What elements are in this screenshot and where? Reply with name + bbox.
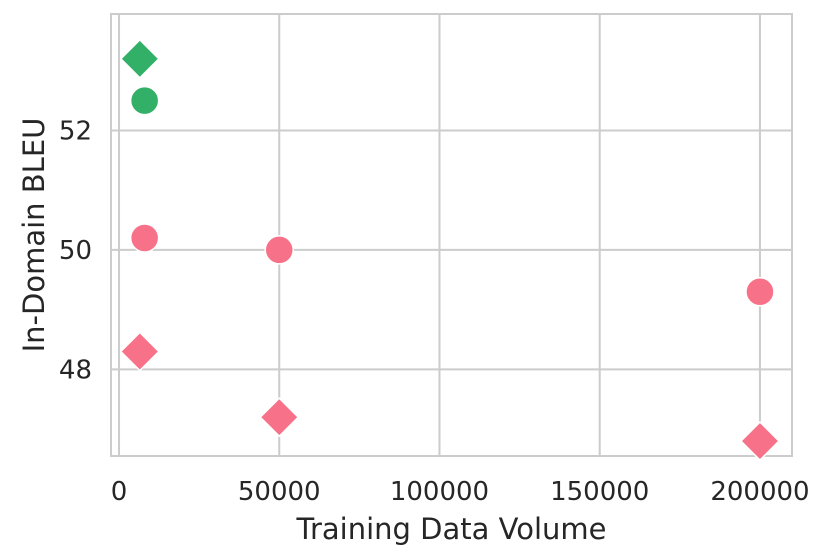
circle-marker xyxy=(129,223,160,253)
x-tick-label: 100000 xyxy=(390,477,489,507)
tick-labels: 0 50000 100000 150000 200000 48 50 52 xyxy=(59,116,810,507)
x-axis-label: Training Data Volume xyxy=(296,512,607,546)
data-points xyxy=(119,38,781,462)
diamond-marker xyxy=(119,331,160,372)
x-tick-label: 50000 xyxy=(238,477,321,507)
diamond-marker xyxy=(259,397,300,438)
x-tick-label: 150000 xyxy=(550,477,649,507)
grid-layer xyxy=(111,14,792,456)
circle-marker xyxy=(745,276,775,307)
plot-frame xyxy=(110,13,793,457)
y-tick-label: 52 xyxy=(59,116,92,146)
circle-marker xyxy=(129,85,160,116)
y-tick-label: 48 xyxy=(59,355,92,385)
circle-marker xyxy=(264,235,294,265)
y-axis-label: In-Domain BLEU xyxy=(17,118,51,353)
diamond-marker xyxy=(119,38,160,79)
x-tick-label: 0 xyxy=(111,477,128,507)
diamond-marker xyxy=(739,421,781,462)
y-tick-label: 50 xyxy=(59,236,92,266)
x-tick-label: 200000 xyxy=(710,477,809,507)
